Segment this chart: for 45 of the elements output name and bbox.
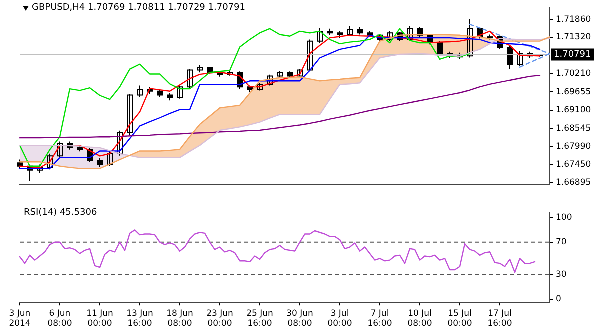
y-tick-label: 1.70210 <box>556 69 592 80</box>
x-tick-label: 25 Jun 16:00 <box>246 308 274 330</box>
y-tick-label: 1.68545 <box>556 124 592 134</box>
x-tick-label: 11 Jun 00:00 <box>86 308 114 330</box>
chart-title: RSI(14) 45.5306 <box>24 208 98 218</box>
x-tick-label: 15 Jul 00:00 <box>448 308 472 330</box>
candlestick <box>127 93 133 136</box>
candlestick <box>267 74 273 86</box>
candlestick <box>187 68 193 89</box>
x-tick-label: 23 Jun 00:00 <box>206 308 234 330</box>
y-tick-label: 30 <box>556 270 567 280</box>
ref-line-label: 1.70791 <box>554 50 592 60</box>
candlestick <box>117 130 123 156</box>
candlestick <box>387 30 393 42</box>
x-tick-label: 7 Jul 16:00 <box>368 308 392 330</box>
y-tick-label: 1.69100 <box>556 106 592 116</box>
candlestick <box>347 26 353 37</box>
x-tick-label: 3 Jun 2014 <box>9 308 31 330</box>
y-tick-label: 1.69655 <box>556 87 592 98</box>
candlestick <box>467 18 473 58</box>
x-tick-label: 30 Jun 08:00 <box>286 308 314 330</box>
x-tick-label: 3 Jul 00:00 <box>328 308 352 330</box>
chart-title: GBPUSD,H4 1.70769 1.70811 1.70729 1.70791 <box>32 3 246 13</box>
x-tick-label: 6 Jun 08:00 <box>48 308 72 330</box>
y-tick-label: 100 <box>556 213 572 224</box>
y-tick-label: 1.66895 <box>556 178 592 188</box>
candlestick <box>137 85 143 98</box>
y-tick-label: 1.71860 <box>556 14 592 25</box>
y-tick-label: 1.67990 <box>556 142 592 152</box>
candlestick <box>177 85 183 100</box>
x-tick-label: 18 Jun 08:00 <box>166 308 194 330</box>
candlestick <box>107 151 113 167</box>
y-tick-label: 0 <box>556 294 562 305</box>
candlestick <box>317 28 323 44</box>
x-tick-label: 10 Jul 08:00 <box>408 308 432 330</box>
candlestick <box>47 153 53 170</box>
x-tick-label: 17 Jul 16:00 <box>488 308 512 330</box>
candlestick <box>307 39 313 72</box>
y-tick-label: 1.67450 <box>556 160 592 170</box>
candlestick <box>517 50 523 67</box>
candlestick <box>57 141 63 159</box>
x-tick-label: 13 Jun 16:00 <box>126 308 154 330</box>
y-tick-label: 70 <box>556 238 567 248</box>
candlestick <box>407 26 413 42</box>
y-tick-label: 1.71320 <box>556 32 592 43</box>
